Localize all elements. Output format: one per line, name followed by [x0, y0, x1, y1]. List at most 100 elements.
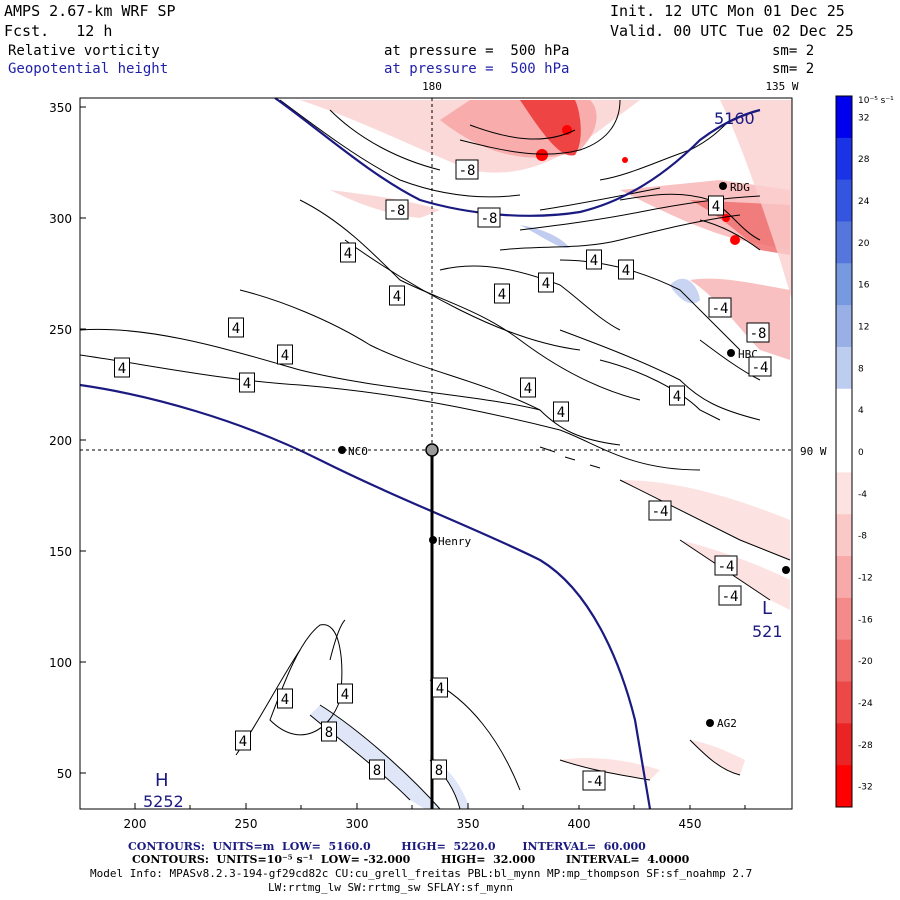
- contour-value-label: 4: [622, 263, 630, 279]
- y-tick-label: 300: [49, 212, 72, 226]
- axis-ticks: [80, 106, 746, 809]
- contour-value-label: 4: [498, 287, 506, 303]
- low-marker: L: [762, 598, 772, 619]
- contour-value-label: 8: [373, 763, 381, 779]
- y-tick-label: 100: [49, 656, 72, 670]
- colorbar-label: 20: [858, 239, 870, 249]
- colorbar-swatch: [836, 96, 852, 139]
- contour-value-label: 4: [341, 687, 349, 703]
- colorbar-swatch: [836, 388, 852, 432]
- field2-level: at pressure = 500 hPa: [384, 61, 570, 77]
- y-tick-label: 200: [49, 434, 72, 448]
- height-label-521: 521: [752, 622, 783, 641]
- x-tick-label: 250: [235, 817, 258, 831]
- field1-name: Relative vorticity: [8, 43, 160, 59]
- y-tick-label: 350: [49, 101, 72, 115]
- contour-value-label: 8: [435, 763, 443, 779]
- contour-value-label: 4: [557, 405, 565, 421]
- field2-smoothing: sm= 2: [772, 61, 815, 77]
- contour-value-label: 4: [232, 321, 240, 337]
- station-nco-label: NCO: [348, 445, 368, 458]
- model-title: AMPS 2.67-km WRF SP: [4, 2, 176, 20]
- colorbar-swatch: [836, 430, 852, 473]
- colorbar-label: -24: [858, 699, 873, 709]
- contour-labels: 4 4 4 4 4 4 4 4 4 4 4 4 4 4 4 4 4 4 -8 -8 -8 -8 -4 -4 -4 -4 -4 -4 8 8…: [114, 159, 772, 791]
- footer-model-info-2: LW:rrtmg_lw SW:rrtmg_sw SFLAY:sf_mynn: [268, 881, 514, 894]
- colorbar-label: -20: [858, 657, 873, 667]
- colorbar: 32 28 24 20 16 12 8 4 0 -4 -8 -12 -16 -20 -24 -28 -32: [835, 95, 873, 808]
- colorbar-swatch: [836, 472, 852, 515]
- height-labels: 5160 521 5252 H L: [143, 109, 783, 811]
- colorbar-unit: 10⁻⁵ s⁻¹: [858, 96, 894, 106]
- stations: RDG NCO Henry AG2 HBC: [338, 181, 790, 730]
- contour-value-label: 4: [281, 348, 289, 364]
- contour-value-label: -8: [459, 163, 476, 179]
- station-ag2-label: AG2: [717, 717, 737, 730]
- parallel-90w-label: 90 W: [800, 445, 827, 458]
- init-time: Init. 12 UTC Mon 01 Dec 25: [610, 2, 845, 20]
- colorbar-swatch: [836, 723, 852, 766]
- vorticity-shading: [300, 100, 792, 809]
- colorbar-swatch: [836, 263, 852, 306]
- high-marker: H: [155, 770, 169, 791]
- y-tick-label: 150: [49, 545, 72, 559]
- colorbar-swatch: [836, 681, 852, 724]
- colorbar-swatch: [836, 765, 852, 808]
- height-label-5252: 5252: [143, 792, 184, 811]
- contour-value-label: 8: [325, 725, 333, 741]
- x-tick-label: 450: [679, 817, 702, 831]
- meridian-180-label: 180: [422, 80, 442, 93]
- colorbar-label: 16: [858, 281, 870, 291]
- contour-value-label: 4: [393, 289, 401, 305]
- contour-value-label: 4: [712, 199, 720, 215]
- contour-value-label: -4: [722, 589, 739, 605]
- x-tick-label: 350: [457, 817, 480, 831]
- contour-value-label: -4: [718, 559, 735, 575]
- colorbar-label: 32: [858, 113, 869, 123]
- contour-value-label: 4: [239, 734, 247, 750]
- contour-value-label: 4: [524, 381, 532, 397]
- colorbar-swatch: [836, 305, 852, 348]
- pole-marker: [425, 443, 439, 457]
- station-henry-label: Henry: [438, 535, 471, 548]
- colorbar-label: -32: [858, 783, 873, 793]
- contour-value-label: 4: [436, 681, 444, 697]
- contour-value-label: -8: [481, 211, 498, 227]
- colorbar-swatch: [836, 346, 852, 390]
- colorbar-swatch: [836, 597, 852, 641]
- colorbar-label: 12: [858, 323, 869, 333]
- field1-level: at pressure = 500 hPa: [384, 43, 570, 59]
- colorbar-label: 28: [858, 155, 870, 165]
- y-tick-label: 50: [57, 767, 72, 781]
- colorbar-label: 4: [858, 406, 864, 416]
- colorbar-label: 0: [858, 448, 864, 458]
- valid-time: Valid. 00 UTC Tue 02 Dec 25: [610, 22, 854, 40]
- colorbar-swatch: [836, 179, 852, 222]
- colorbar-label: -12: [858, 573, 873, 583]
- forecast-hour: Fcst. 12 h: [4, 22, 113, 40]
- colorbar-label: -4: [858, 490, 867, 500]
- colorbar-label: 24: [858, 197, 870, 207]
- contour-value-label: 4: [281, 692, 289, 708]
- x-tick-label: 300: [346, 817, 369, 831]
- contour-value-label: -8: [750, 326, 767, 342]
- contour-value-label: 4: [590, 253, 598, 269]
- colorbar-label: -28: [858, 741, 873, 751]
- meridian-135w-label: 135 W: [765, 80, 798, 93]
- contour-value-label: 4: [118, 361, 126, 377]
- plot-frame: [79, 97, 793, 810]
- field1-smoothing: sm= 2: [772, 43, 815, 59]
- colorbar-swatch: [836, 221, 852, 264]
- contour-value-label: 4: [673, 389, 681, 405]
- colorbar-label: 8: [858, 364, 864, 374]
- footer-vorticity-contours: CONTOURS: UNITS=10⁻⁵ s⁻¹ LOW= -32.000 HI…: [132, 853, 690, 866]
- station-rdg-label: RDG: [730, 181, 750, 194]
- contour-value-label: -8: [389, 203, 406, 219]
- contour-value-label: 4: [542, 276, 550, 292]
- contour-value-label: -4: [586, 774, 603, 790]
- contour-value-label: 4: [344, 246, 352, 262]
- colorbar-swatch: [836, 639, 852, 683]
- geopotential-contours: [80, 98, 761, 809]
- colorbar-label: -8: [858, 532, 867, 542]
